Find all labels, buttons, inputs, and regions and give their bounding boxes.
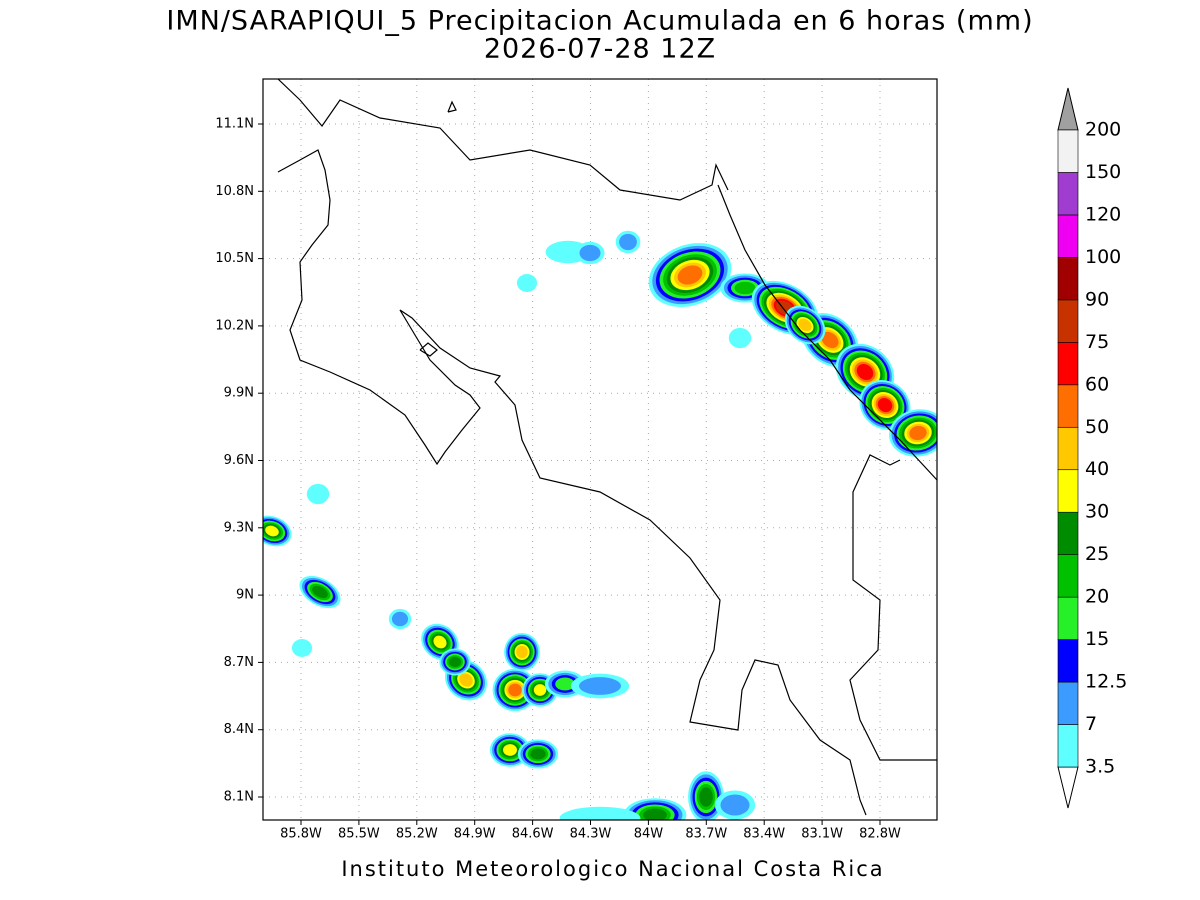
colorbar-label: 40 — [1085, 458, 1109, 480]
precip-contour — [530, 748, 546, 760]
precip-contour — [312, 585, 328, 599]
lat-label: 8.7N — [224, 655, 254, 670]
colorbar-box — [1057, 129, 1079, 173]
colorbar-box — [1057, 342, 1079, 386]
precip-contour — [821, 331, 839, 349]
colorbar-box — [1057, 469, 1079, 513]
lon-label: 83.7W — [685, 827, 727, 842]
precip-contour — [508, 683, 522, 697]
precip-contour — [559, 806, 641, 820]
subtitle: 2026-07-28 12Z — [484, 34, 716, 65]
lon-label: 84W — [634, 827, 664, 842]
colorbar-label: 120 — [1085, 203, 1121, 225]
colorbar-label: 100 — [1085, 246, 1121, 268]
colorbar-label: 30 — [1085, 501, 1109, 523]
colorbar-label: 3.5 — [1085, 756, 1115, 778]
precip-contour — [503, 744, 517, 756]
precip-contour — [877, 397, 893, 413]
lat-label: 8.4N — [224, 722, 254, 737]
colorbar-box — [1057, 384, 1079, 428]
precip-contour — [291, 639, 313, 657]
colorbar-label: 12.5 — [1085, 671, 1127, 693]
lat-label: 10.5N — [215, 251, 254, 266]
precip-contour — [579, 677, 621, 695]
lon-label: 85.2W — [396, 827, 438, 842]
colorbar-label: 7 — [1085, 713, 1097, 735]
precip-contour — [699, 787, 713, 807]
lon-label: 84.9W — [454, 827, 496, 842]
colorbar-label: 90 — [1085, 288, 1109, 310]
colorbar-label: 75 — [1085, 331, 1109, 353]
precip-contour — [909, 425, 927, 441]
colorbar-label: 200 — [1085, 119, 1121, 141]
colorbar-label: 20 — [1085, 586, 1109, 608]
colorbar-box — [1057, 172, 1079, 216]
lon-label: 85.5W — [338, 827, 380, 842]
lat-label: 9.6N — [224, 453, 254, 468]
colorbar-label: 25 — [1085, 543, 1109, 565]
island — [419, 342, 438, 357]
precip-contour — [555, 677, 575, 691]
lat-label: 10.8N — [215, 184, 254, 199]
lon-label: 85.8W — [280, 827, 322, 842]
lon-label: 84.3W — [570, 827, 612, 842]
coastline — [277, 149, 867, 816]
precipitation — [263, 230, 937, 820]
precip-contour — [856, 364, 874, 380]
precip-contour — [265, 525, 279, 537]
precip-contour — [433, 635, 447, 649]
precip-contour — [720, 794, 750, 816]
precip-contour — [459, 673, 473, 687]
lon-label: 83.4W — [743, 827, 785, 842]
colorbar: 3.5 7 12.5 15 20 25 30 40 50 60 75 90 100 120 150 200 — [1057, 87, 1127, 809]
lat-label: 9N — [236, 588, 254, 603]
precip-contour — [306, 483, 330, 505]
coastlines — [277, 79, 937, 816]
island — [447, 100, 457, 113]
precip-contour — [734, 281, 756, 295]
precip-contour — [516, 645, 528, 659]
lat-label: 10.2N — [215, 318, 254, 333]
lat-label: 11.1N — [215, 117, 254, 132]
border — [849, 454, 937, 761]
precip-contour — [391, 611, 409, 627]
title: IMN/SARAPIQUI_5 Precipitacion Acumulada … — [166, 6, 1033, 37]
lat-label: 9.3N — [224, 520, 254, 535]
lon-label: 84.6W — [512, 827, 554, 842]
colorbar-box — [1057, 257, 1079, 301]
colorbar-box — [1057, 426, 1079, 471]
colorbar-box — [1057, 511, 1079, 555]
precip-contour — [516, 274, 538, 292]
colorbar-label: 150 — [1085, 161, 1121, 183]
precip-contour — [677, 265, 703, 285]
colorbar-box — [1057, 299, 1079, 343]
colorbar-box — [1057, 596, 1079, 640]
lat-label: 8.1N — [224, 790, 254, 805]
colorbar-box — [1057, 554, 1079, 598]
colorbar-label: 50 — [1085, 416, 1109, 438]
map-frame — [262, 78, 938, 821]
lon-label: 83.1W — [801, 827, 843, 842]
coastline — [277, 79, 729, 201]
colorbar-box — [1057, 639, 1079, 683]
colorbar-label: 15 — [1085, 628, 1109, 650]
precip-contour — [533, 684, 547, 696]
colorbar-box — [1057, 214, 1079, 258]
lat-label: 9.9N — [224, 386, 254, 401]
coastline — [717, 184, 937, 481]
colorbar-box — [1057, 724, 1079, 768]
colorbar-box — [1057, 681, 1079, 725]
axis-labels: 11.1N 10.8N 10.5N 10.2N 9.9N 9.6N 9.3N 9N 8.7N 8.… — [215, 117, 901, 842]
lon-label: 82.8W — [859, 827, 901, 842]
colorbar-label: 60 — [1085, 373, 1109, 395]
precip-contour — [643, 808, 667, 820]
precip-contour — [798, 318, 812, 332]
footer: Instituto Meteorologico Nacional Costa R… — [341, 857, 884, 881]
precip-contour — [728, 327, 752, 349]
precip-contour — [579, 244, 601, 262]
precip-contour — [449, 656, 461, 668]
precip-contour — [619, 233, 637, 251]
